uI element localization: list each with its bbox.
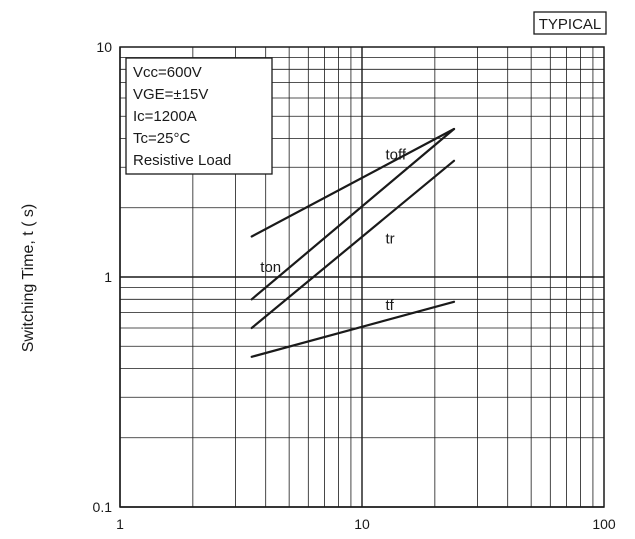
y-tick-labels: 10 1 0.1 [93, 39, 113, 515]
x-tick-label: 1 [116, 516, 124, 532]
condition-ic: Ic=1200A [133, 108, 197, 125]
conditions-box: Vcc=600V VGE=±15V Ic=1200A Tc=25°C Resis… [125, 57, 273, 175]
series-label-tf: tf [385, 297, 394, 314]
series-label-toff: toff [385, 146, 406, 163]
series-label-ton: ton [260, 259, 281, 276]
y-tick-label: 10 [96, 39, 112, 55]
condition-tc: Tc=25°C [133, 130, 190, 147]
grid [119, 47, 604, 508]
condition-vge: VGE=±15V [133, 86, 208, 103]
y-tick-label: 1 [104, 269, 112, 285]
x-tick-label: 100 [592, 516, 616, 532]
typical-badge: TYPICAL [533, 11, 607, 35]
conditions-box-frame [125, 57, 273, 175]
typical-badge-label: TYPICAL [539, 16, 602, 33]
series-line-tr [250, 159, 456, 330]
series-line-ton [250, 127, 456, 301]
x-tick-labels: 1 10 100 [116, 516, 616, 532]
plot-frame [119, 46, 605, 508]
typical-badge-frame [533, 11, 607, 35]
series-line-toff [250, 127, 456, 238]
series-group: toff ton tr tf [250, 127, 456, 358]
condition-load: Resistive Load [133, 152, 231, 169]
x-tick-label: 10 [354, 516, 370, 532]
series-label-tr: tr [385, 230, 394, 247]
y-tick-label: 0.1 [93, 499, 113, 515]
series-line-tf [250, 300, 456, 358]
y-axis-label: Switching Time, t ( s) [20, 204, 37, 352]
condition-vcc: Vcc=600V [133, 64, 202, 81]
